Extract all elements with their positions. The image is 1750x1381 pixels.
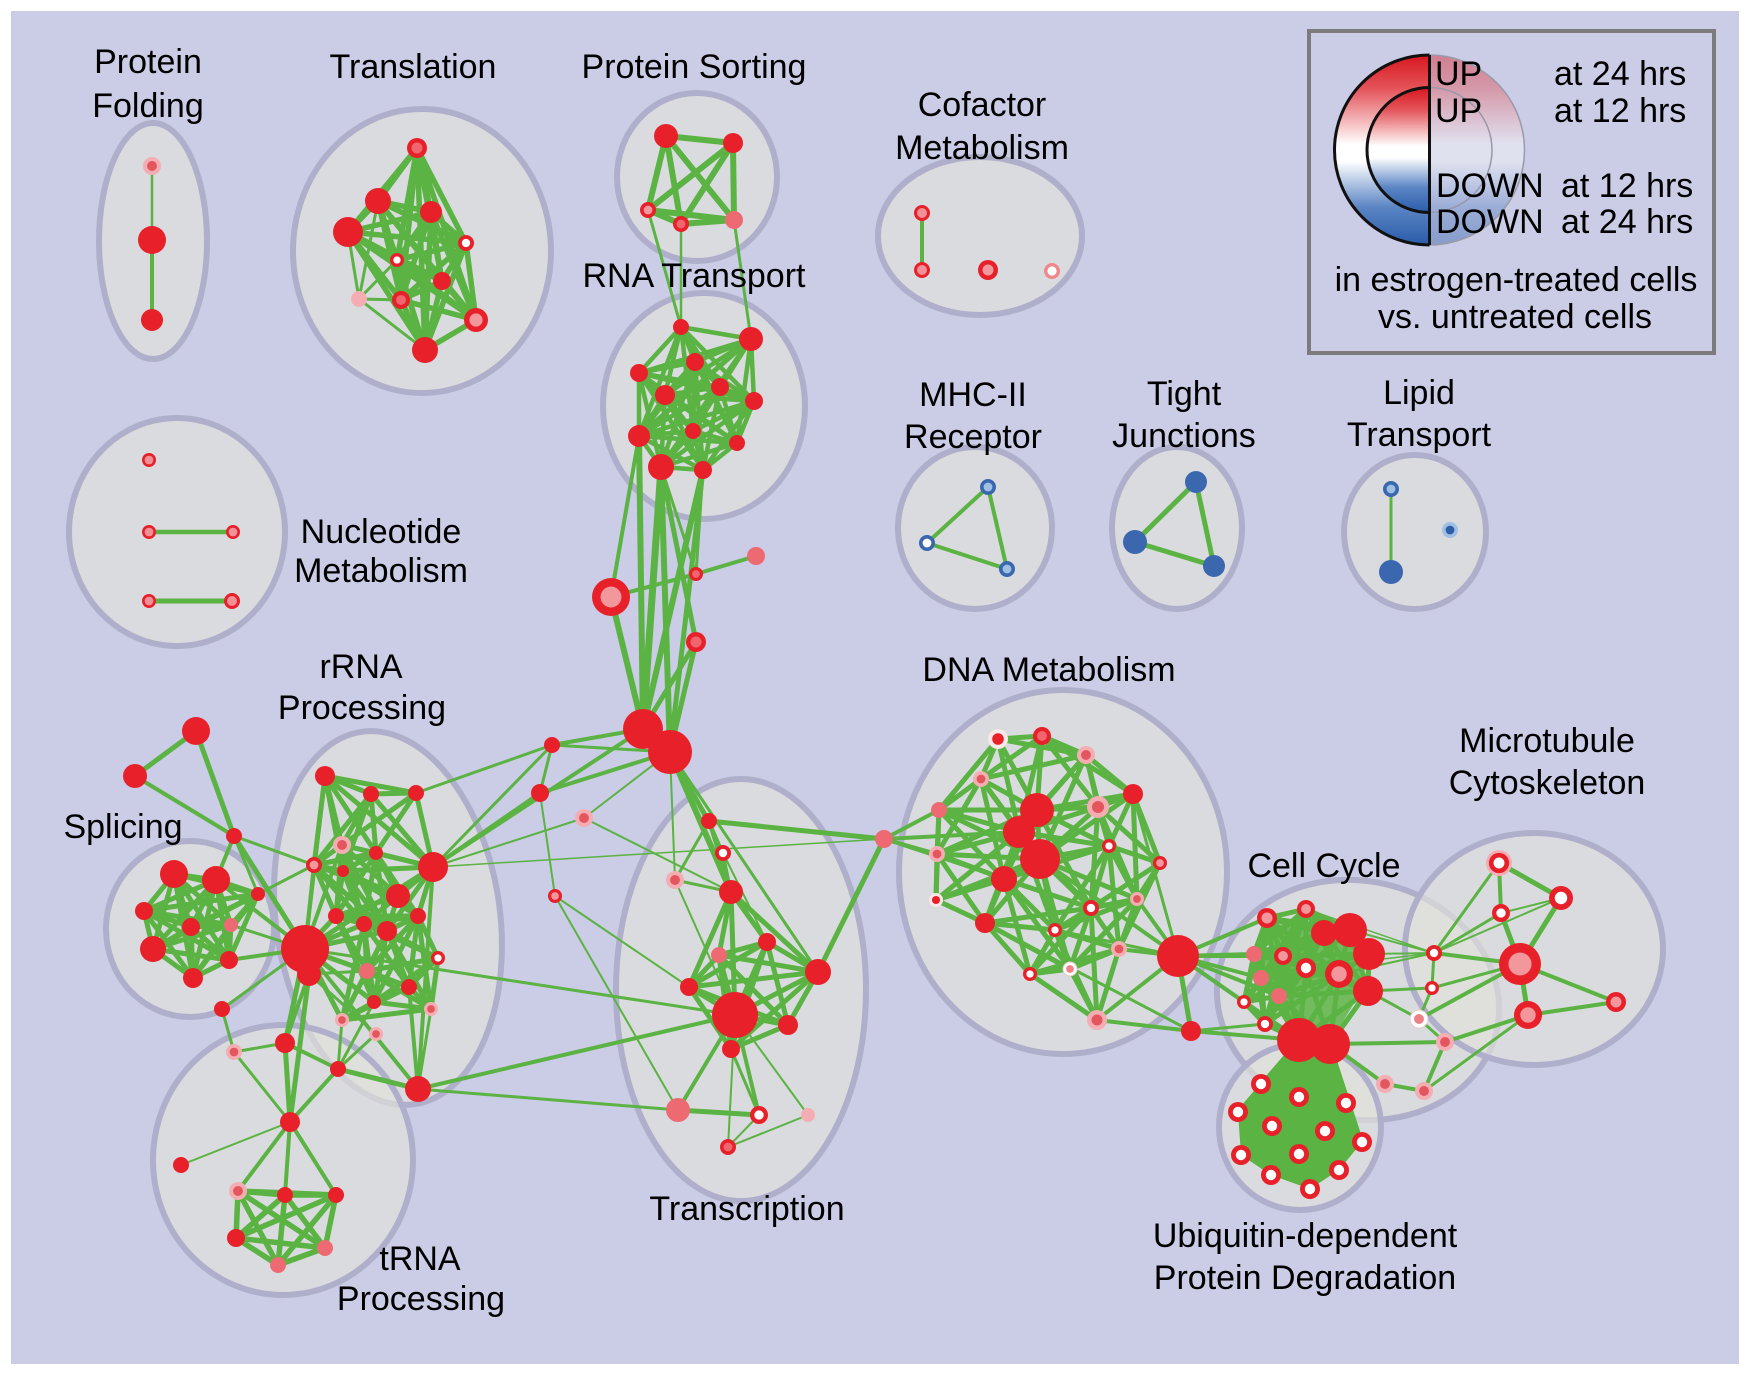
svg-text:Processing: Processing [278,689,446,727]
svg-text:Metabolism: Metabolism [294,552,468,590]
svg-text:UP: UP [1435,55,1482,93]
svg-text:DNA Metabolism: DNA Metabolism [922,651,1175,689]
svg-text:at 12 hrs: at 12 hrs [1561,167,1693,205]
svg-text:rRNA: rRNA [319,648,402,686]
svg-text:RNA Transport: RNA Transport [583,257,807,295]
svg-text:Protein Sorting: Protein Sorting [582,48,807,86]
svg-text:UP: UP [1435,92,1482,130]
svg-text:Cytoskeleton: Cytoskeleton [1449,764,1646,802]
svg-text:at 24 hrs: at 24 hrs [1561,203,1693,241]
svg-text:Receptor: Receptor [904,418,1042,456]
svg-text:Metabolism: Metabolism [895,129,1069,167]
svg-text:DOWN: DOWN [1436,167,1544,205]
svg-text:Transcription: Transcription [649,1190,844,1228]
svg-text:Junctions: Junctions [1112,417,1256,455]
svg-text:vs. untreated cells: vs. untreated cells [1378,298,1652,336]
svg-text:Ubiquitin-dependent: Ubiquitin-dependent [1153,1217,1458,1255]
svg-text:MHC-II: MHC-II [919,376,1027,414]
svg-text:Processing: Processing [337,1280,505,1318]
svg-text:tRNA: tRNA [379,1240,461,1278]
svg-text:Lipid: Lipid [1383,374,1455,412]
svg-text:Protein: Protein [94,43,202,81]
svg-text:Cell Cycle: Cell Cycle [1247,847,1400,885]
svg-text:Splicing: Splicing [63,808,182,846]
svg-text:at 24 hrs: at 24 hrs [1554,55,1686,93]
svg-text:in estrogen-treated cells: in estrogen-treated cells [1335,261,1698,299]
svg-text:Microtubule: Microtubule [1459,722,1635,760]
svg-text:Cofactor: Cofactor [918,86,1047,124]
svg-text:DOWN: DOWN [1436,203,1544,241]
svg-text:Transport: Transport [1347,416,1492,454]
svg-text:Translation: Translation [330,48,497,86]
svg-text:Folding: Folding [92,87,204,125]
svg-text:at 12 hrs: at 12 hrs [1554,92,1686,130]
svg-text:Tight: Tight [1147,375,1222,413]
svg-text:Nucleotide: Nucleotide [301,513,462,551]
svg-text:Protein Degradation: Protein Degradation [1154,1259,1456,1297]
